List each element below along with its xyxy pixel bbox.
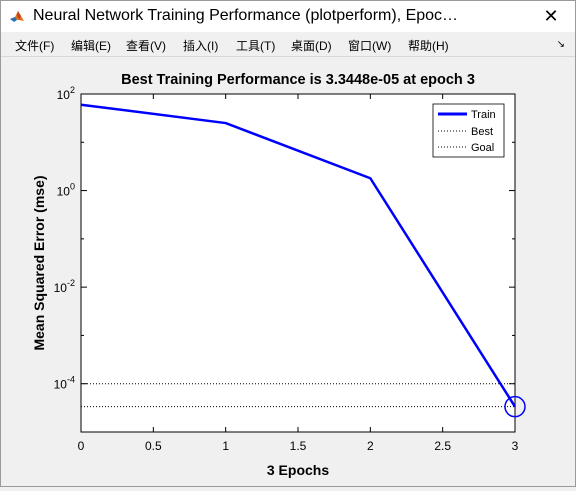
menu-insert[interactable]: 插入(I) (183, 39, 219, 53)
legend-best-label: Best (471, 126, 493, 138)
x-tick-label: 3 (512, 439, 519, 453)
legend: Train Best Goal (432, 103, 505, 158)
x-tick-label: 0.5 (145, 439, 162, 453)
y-tick-label: 10-4 (54, 375, 75, 392)
x-tick-label: 2 (367, 439, 374, 453)
menu-file[interactable]: 文件(F) (15, 39, 55, 53)
axes-layer: 0 0.5 1 1.5 2 2.5 3 102 100 10-2 10-4 (54, 85, 519, 453)
menu-bar: 文件(F) 编辑(E) 查看(V) 插入(I) 工具(T) 桌面(D) 窗口(W… (1, 32, 575, 57)
legend-train-label: Train (471, 109, 496, 121)
y-axis-label: Mean Squared Error (mse) (31, 175, 47, 350)
x-tick-label: 1.5 (290, 439, 307, 453)
menu-help[interactable]: 帮助(H) (408, 39, 449, 53)
legend-goal-label: Goal (471, 142, 494, 154)
dock-arrow-icon[interactable]: ↘ (556, 39, 565, 50)
y-tick-label: 102 (57, 85, 75, 102)
marks-layer (80, 94, 526, 432)
performance-chart: Best Training Performance is 3.3448e-05 … (31, 72, 526, 478)
y-tick-label: 10-2 (54, 278, 75, 295)
train-series-line (80, 103, 517, 408)
x-axis-label: 3 Epochs (267, 462, 329, 478)
best-point-marker (504, 395, 526, 418)
close-button[interactable]: ✕ (543, 6, 559, 26)
menu-window[interactable]: 窗口(W) (348, 39, 392, 53)
figure-canvas: Best Training Performance is 3.3448e-05 … (1, 57, 575, 486)
x-tick-label: 1 (222, 439, 229, 453)
menu-view[interactable]: 查看(V) (126, 39, 166, 53)
window-title: Neural Network Training Performance (plo… (33, 7, 459, 24)
matlab-icon (9, 8, 25, 24)
menu-desktop[interactable]: 桌面(D) (291, 39, 332, 53)
chart-title: Best Training Performance is 3.3448e-05 … (121, 72, 475, 88)
menu-edit[interactable]: 编辑(E) (71, 39, 111, 53)
menu-tools[interactable]: 工具(T) (236, 39, 276, 53)
x-tick-label: 2.5 (434, 439, 451, 453)
title-bar[interactable]: Neural Network Training Performance (plo… (1, 1, 575, 32)
x-tick-label: 0 (78, 439, 85, 453)
y-tick-label: 100 (57, 182, 75, 199)
